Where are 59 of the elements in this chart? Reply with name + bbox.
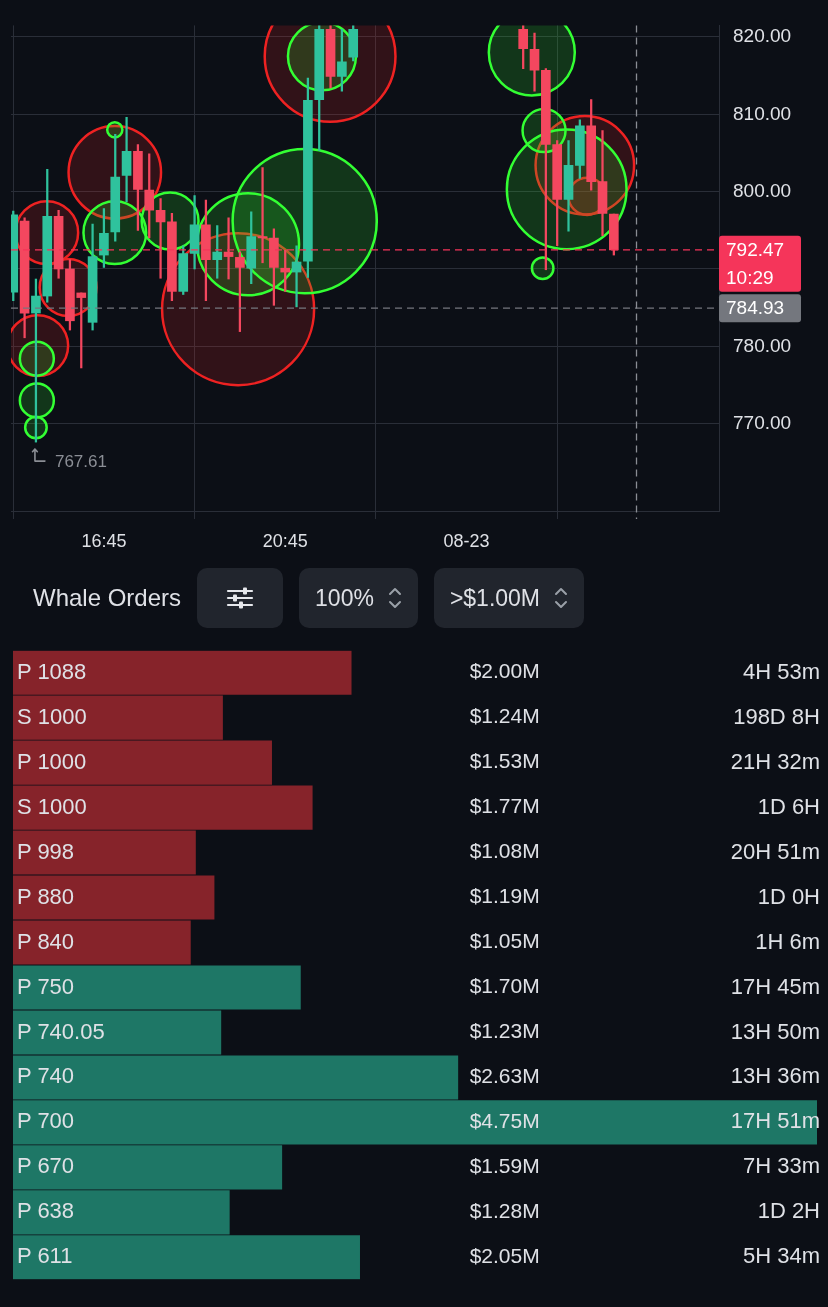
annotation: 767.61 — [54, 451, 107, 471]
y-tick-label: P 1000 — [17, 748, 87, 774]
data-label: $2.05M — [469, 1244, 540, 1268]
y-tick-label: P 638 — [17, 1198, 75, 1224]
y2-tick-label: 1H 6m — [755, 928, 820, 954]
y-tick-label: P 740.05 — [17, 1018, 105, 1044]
dropdown-field: 100% — [299, 568, 418, 628]
y2-tick-label: 13H 36m — [730, 1063, 820, 1089]
y-tick-label: P 1088 — [17, 658, 87, 684]
ref-line-label: 792.47 10:29 — [726, 239, 785, 289]
data-label: $1.77M — [469, 794, 540, 818]
ref-line-label: 784.93 — [726, 297, 785, 319]
y-tick-label: 800.00 — [733, 179, 792, 201]
x-tick-label: 08-23 — [443, 530, 490, 551]
y-tick-label: S 1000 — [17, 703, 87, 729]
y-tick-label: P 880 — [17, 883, 75, 909]
y2-tick-label: 198D 8H — [733, 703, 820, 729]
candlestick — [121, 117, 132, 203]
data-label: $1.19M — [469, 884, 540, 908]
y2-tick-label: 20H 51m — [730, 838, 820, 864]
data-label: $2.00M — [469, 659, 540, 683]
y2-tick-label: 5H 34m — [742, 1243, 820, 1269]
dropdown-field: >$1.00M — [433, 568, 585, 628]
y2-tick-label: 4H 53m — [742, 658, 820, 684]
data-label: $1.53M — [469, 749, 540, 773]
y-tick-label: S 1000 — [17, 793, 87, 819]
y2-tick-label: 13H 50m — [730, 1018, 820, 1044]
y-tick-label: 820.00 — [733, 25, 792, 47]
y2-tick-label: 21H 32m — [730, 748, 820, 774]
y-tick-label: P 840 — [17, 928, 75, 954]
y-tick-label: 770.00 — [733, 411, 792, 433]
data-label: $1.23M — [469, 1019, 540, 1043]
y-tick-label: P 740 — [17, 1063, 75, 1089]
y-tick-label: P 700 — [17, 1108, 75, 1134]
y2-tick-label: 7H 33m — [742, 1153, 820, 1179]
y2-tick-label: 1D 6H — [757, 793, 820, 819]
data-label: $2.63M — [469, 1064, 540, 1088]
y-tick-label: P 998 — [17, 838, 75, 864]
data-label: $4.75M — [469, 1109, 540, 1133]
candlestick — [155, 198, 166, 279]
y-tick-label: P 750 — [17, 973, 75, 999]
data-label: $1.08M — [469, 839, 540, 863]
y2-tick-label: 17H 51m — [730, 1108, 820, 1134]
y2-tick-label: 17H 45m — [730, 973, 820, 999]
candlestick — [597, 130, 608, 237]
y-tick-label: P 611 — [17, 1243, 73, 1269]
data-label: $1.24M — [469, 704, 540, 728]
y2-tick-label: 1D 2H — [757, 1198, 820, 1224]
x-tick-label: 16:45 — [81, 530, 127, 551]
data-label: $1.70M — [469, 974, 540, 998]
data-label: $1.28M — [469, 1199, 540, 1223]
x-tick-label: 20:45 — [262, 530, 308, 551]
chart-title: Whale Orders — [33, 584, 182, 612]
y-tick-label: 810.00 — [733, 102, 792, 124]
data-label: $1.59M — [469, 1154, 540, 1178]
y-tick-label: 780.00 — [733, 334, 792, 356]
y2-tick-label: 1D 0H — [757, 883, 820, 909]
data-label: $1.05M — [469, 929, 540, 953]
y-tick-label: P 670 — [17, 1153, 75, 1179]
